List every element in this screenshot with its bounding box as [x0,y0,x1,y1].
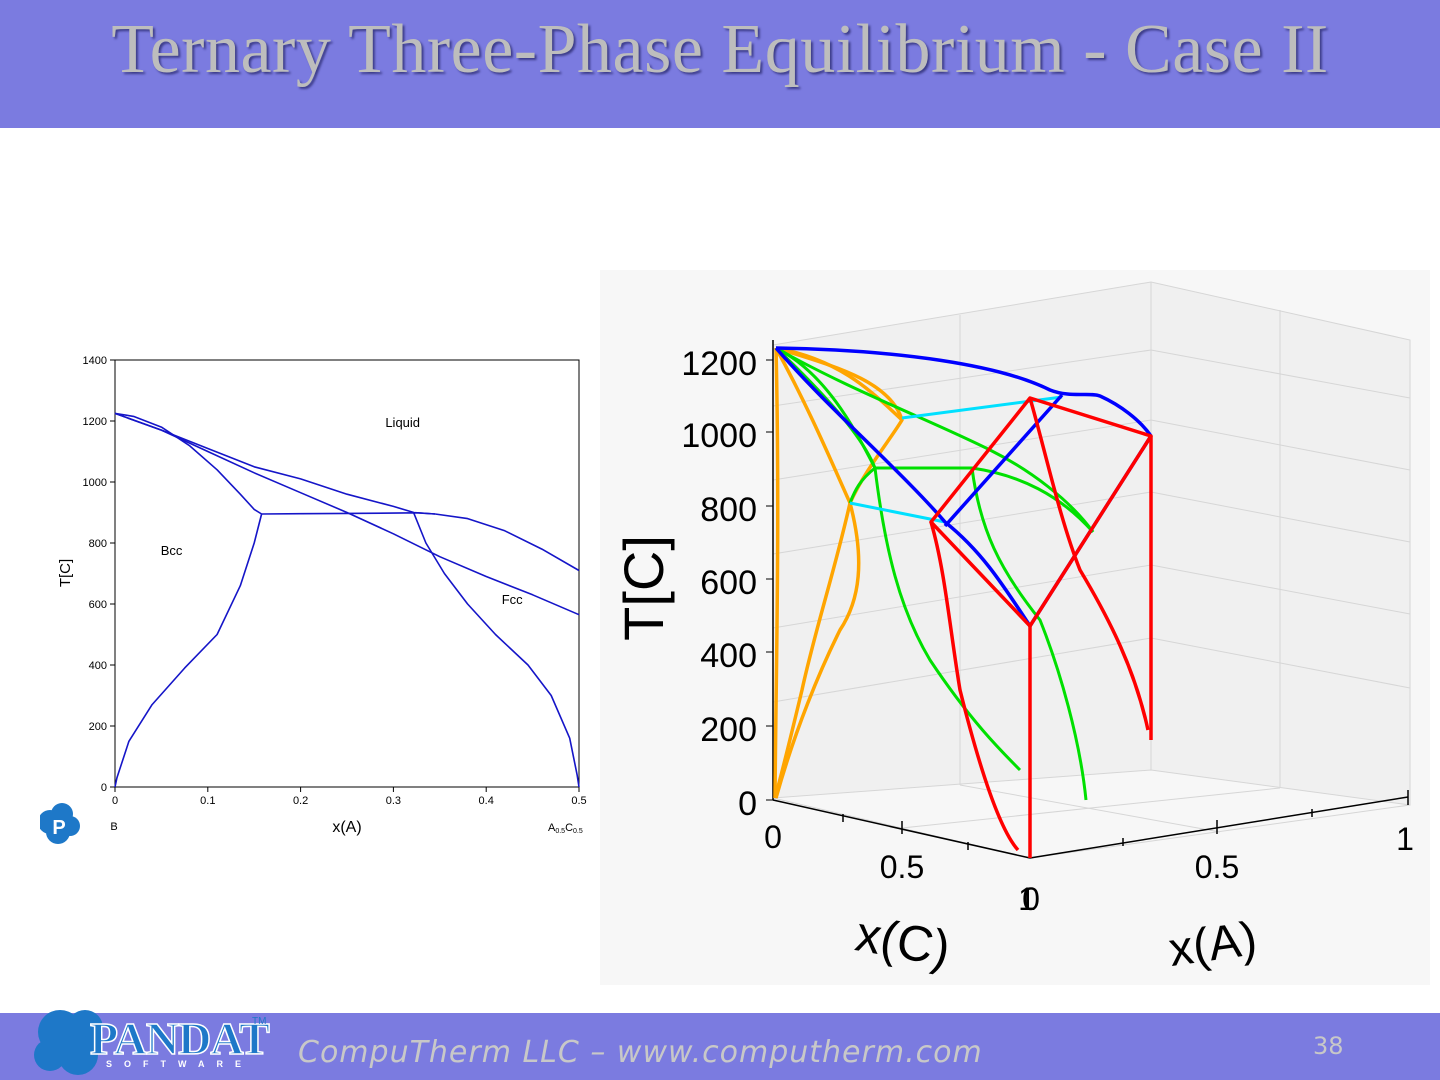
y-tick-label: 600 [700,564,757,602]
bcc-boundary-curves [773,346,904,799]
back-walls [772,281,1411,859]
pandat-logo: PANDAT TM SOFTWARE [30,1000,280,1080]
phase-boundary-line-3 [261,512,436,515]
y-tick-label: 600 [89,599,107,611]
corner-tick-label: 0 [1022,881,1040,917]
y-tick-label: 800 [89,538,107,550]
logo-trademark: TM [252,1016,267,1027]
page-number: 38 [1313,1032,1344,1060]
xa-axis-label: x(A) [1166,912,1261,977]
plot-frame [114,359,580,788]
right-end-label: A0.5C0.5 [548,822,583,835]
left-end-label: B [110,821,117,833]
phase-boundary-line-1 [114,412,263,515]
region-labels: Liquid Bcc Fcc [161,415,523,607]
x-ticks: 0 0.1 0.2 0.3 0.4 0.5 [112,787,587,807]
x-tick-label: 0 [112,795,118,807]
y-tick-label: 0 [738,785,757,823]
y-tick-label: 1200 [681,345,757,383]
footer-bar [0,1013,1440,1080]
y-tick-label: 1400 [83,355,107,367]
footer-text: CompuTherm LLC – www.computherm.com [298,1035,983,1070]
x-tick-label: 0.1 [200,795,215,807]
y-tick-label: 1000 [83,477,107,489]
y-tick-label: 200 [89,721,107,733]
y-tick-label: 400 [700,637,757,675]
slide-title: Ternary Three-Phase Equilibrium - Case I… [111,11,1329,88]
region-label: Fcc [502,592,523,607]
svg-text:P: P [52,817,65,839]
axes-3d [772,340,1409,859]
x-axis-label: x(A) [332,819,361,836]
xc-tick-label: 1 [1018,881,1036,917]
logo-subtext: SOFTWARE [106,1059,253,1069]
y-tick-label: 400 [89,660,107,672]
y-tick-label: 800 [700,491,757,529]
title-bar [0,0,1440,128]
y-ticks: 0 200 400 600 800 1000 1200 1400 [83,355,115,794]
xc-tick-label: 0.5 [880,849,924,885]
phase-boundaries [114,412,580,788]
y-tick-label: 200 [700,711,757,749]
y-tick-label: 0 [101,782,107,794]
pandat-small-logo-icon: P [38,803,80,844]
phase-boundary-line-6 [435,513,580,572]
x-tick-label: 0.4 [479,795,494,807]
y-axis-label: T[C] [612,535,675,641]
phase-boundary-line-4 [114,513,263,788]
y-tick-label: 1000 [681,417,757,455]
phase-boundary-line-0 [114,412,580,616]
phase-diagram-2d: 0 0.1 0.2 0.3 0.4 0.5 0 200 400 600 800 … [38,340,610,860]
region-label: Bcc [161,543,183,558]
phase-boundary-line-2 [114,412,436,515]
three-phase-boundary-lines [929,396,1153,858]
y-axis-label: T[C] [57,559,74,587]
x-tick-label: 0.5 [571,795,586,807]
xa-tick-label: 0.5 [1195,849,1239,885]
phase-diagram-3d: 0 200 400 600 800 1000 1200 T[C] 0 0.5 1… [600,270,1430,985]
x-tick-label: 0.3 [386,795,401,807]
x-tick-label: 0.2 [293,795,308,807]
y-ticks-3d: 0 200 400 600 800 1000 1200 [681,345,773,823]
phase-boundary-line-5 [413,512,580,788]
logo-wordmark: PANDAT [89,1012,270,1065]
cloud-logo-icon [34,1010,103,1075]
region-label: Liquid [385,415,420,430]
xa-tick-label: 1 [1396,821,1414,857]
xc-tick-label: 0 [764,819,782,855]
y-tick-label: 1200 [83,416,107,428]
